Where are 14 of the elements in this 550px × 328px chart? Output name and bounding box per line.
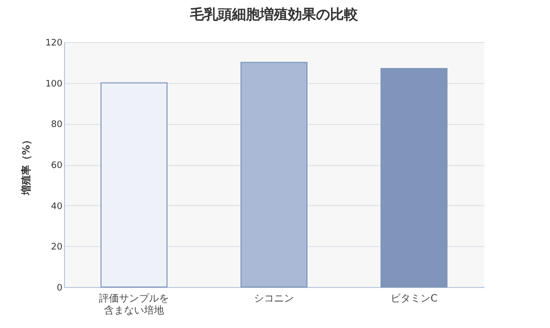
- y-tick-label: 100: [45, 79, 63, 90]
- bar: [380, 68, 448, 288]
- y-tick-label: 0: [56, 284, 63, 294]
- y-tick-label: 60: [51, 161, 63, 171]
- chart-title: 毛乳頭細胞増殖効果の比較: [189, 6, 359, 23]
- x-tick-label: シコニン: [254, 294, 294, 304]
- y-tick-label: 80: [51, 120, 63, 130]
- y-tick-label: 40: [51, 202, 63, 212]
- y-axis-title: 増殖率（%）: [20, 134, 32, 196]
- bar: [240, 62, 308, 288]
- y-tick-label: 120: [45, 38, 63, 48]
- x-tick-label: 評価サンプルを含まない培地: [99, 292, 169, 316]
- y-tick-label: 20: [51, 242, 63, 253]
- x-tick-label: ビタミンC: [390, 294, 438, 304]
